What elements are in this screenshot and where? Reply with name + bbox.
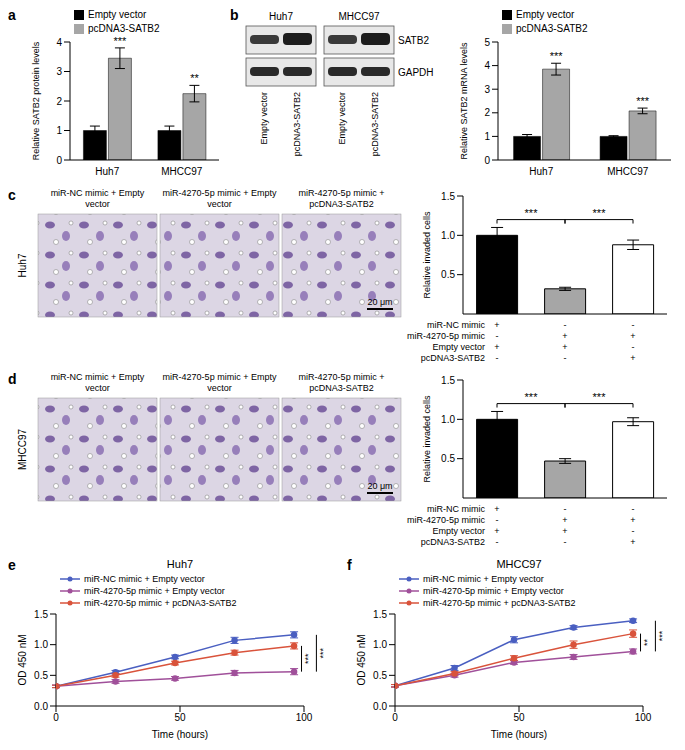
- svg-text:***: ***: [303, 653, 313, 664]
- svg-text:Huh7: Huh7: [95, 166, 119, 177]
- svg-text:***: ***: [113, 35, 127, 47]
- html-text:miR-4270-5p mimic + pcDNA3-SAT: miR-4270-5p mimic + pcDNA3-SATB2: [298, 188, 385, 209]
- svg-text:Time (hours): Time (hours): [152, 729, 208, 740]
- html-text:Empty vector: Empty vector: [516, 9, 575, 20]
- svg-text:0: 0: [56, 155, 62, 166]
- svg-text:**: **: [642, 639, 652, 647]
- svg-text:OD 450 nM: OD 450 nM: [17, 634, 28, 685]
- svg-text:1.5: 1.5: [441, 375, 455, 386]
- svg-text:***: ***: [525, 207, 539, 219]
- svg-text:2: 2: [56, 96, 62, 107]
- svg-text:1: 1: [56, 125, 62, 136]
- html-text:miR-4270-5p mimic: miR-4270-5p mimic: [407, 515, 485, 525]
- html-text:pcDNA3-SATB2: pcDNA3-SATB2: [420, 353, 485, 363]
- html-text:miR-4270-5p mimic + Empty vect: miR-4270-5p mimic + Empty vector: [423, 586, 564, 596]
- svg-text:pcDNA3-SATB2: pcDNA3-SATB2: [292, 92, 302, 156]
- svg-text:1.5: 1.5: [34, 609, 48, 620]
- svg-text:***: ***: [657, 630, 667, 641]
- svg-text:***: ***: [593, 207, 607, 219]
- svg-text:OD 450 nM: OD 450 nM: [356, 634, 367, 685]
- html-text:miR-NC mimic: miR-NC mimic: [427, 320, 485, 330]
- svg-text:4: 4: [484, 60, 490, 71]
- svg-text:0: 0: [484, 155, 490, 166]
- svg-text:Empty vector: Empty vector: [337, 92, 347, 145]
- svg-text:0.5: 0.5: [34, 670, 48, 681]
- html-text:a: a: [8, 7, 16, 23]
- html-text:miR-NC mimic + Empty vector: miR-NC mimic + Empty vector: [50, 188, 145, 209]
- svg-text:***: ***: [593, 391, 607, 403]
- html-text:miR-4270-5p mimic + Empty vect: miR-4270-5p mimic + Empty vector: [84, 586, 225, 596]
- svg-text:0.0: 0.0: [373, 701, 387, 712]
- svg-text:0.5: 0.5: [441, 269, 455, 280]
- svg-text:3: 3: [56, 66, 62, 77]
- svg-text:***: ***: [636, 95, 650, 107]
- svg-text:1.0: 1.0: [34, 639, 48, 650]
- html-text:pcDNA3-SATB2: pcDNA3-SATB2: [516, 23, 588, 34]
- html-text:e: e: [8, 557, 16, 573]
- svg-text:50: 50: [174, 712, 186, 723]
- svg-text:**: **: [190, 72, 199, 84]
- html-text:miR-4270-5p mimic: miR-4270-5p mimic: [407, 331, 485, 341]
- html-text:miR-4270-5p mimic + Empty vect: miR-4270-5p mimic + Empty vector: [162, 188, 277, 209]
- svg-text:2: 2: [484, 107, 490, 118]
- svg-text:1.5: 1.5: [441, 191, 455, 202]
- svg-text:***: ***: [550, 50, 564, 62]
- svg-text:1.0: 1.0: [373, 639, 387, 650]
- html-text:miR-4270-5p mimic + pcDNA3-SAT: miR-4270-5p mimic + pcDNA3-SATB2: [298, 372, 385, 393]
- svg-text:Relative invaded cells: Relative invaded cells: [422, 211, 432, 299]
- svg-text:5: 5: [484, 37, 490, 48]
- html-text:miR-NC mimic + Empty vector: miR-NC mimic + Empty vector: [50, 372, 145, 393]
- svg-text:50: 50: [513, 712, 525, 723]
- html-text:miR-4270-5p mimic + pcDNA3-SAT: miR-4270-5p mimic + pcDNA3-SATB2: [423, 598, 576, 608]
- svg-text:MHCC97: MHCC97: [17, 429, 28, 471]
- html-text:Empty vector: Empty vector: [88, 9, 147, 20]
- svg-text:Huh7: Huh7: [17, 253, 28, 277]
- svg-text:Huh7: Huh7: [269, 11, 293, 22]
- svg-text:0.5: 0.5: [373, 670, 387, 681]
- svg-text:Empty vector: Empty vector: [259, 92, 269, 145]
- html-text:pcDNA3-SATB2: pcDNA3-SATB2: [420, 537, 485, 547]
- svg-text:MHCC97: MHCC97: [607, 166, 649, 177]
- svg-text:1.0: 1.0: [441, 230, 455, 241]
- svg-text:0: 0: [53, 712, 59, 723]
- html-text:MHCC97: MHCC97: [496, 558, 542, 570]
- svg-text:4: 4: [56, 37, 62, 48]
- html-text:miR-NC mimic + Empty vector: miR-NC mimic + Empty vector: [84, 574, 205, 584]
- html-text:miR-4270-5p mimic + Empty vect: miR-4270-5p mimic + Empty vector: [162, 372, 277, 393]
- svg-text:***: ***: [525, 391, 539, 403]
- svg-text:0.5: 0.5: [441, 453, 455, 464]
- html-text:Huh7: Huh7: [166, 558, 194, 570]
- html-text:Empty vector: Empty vector: [432, 342, 485, 352]
- html-text:d: d: [8, 371, 17, 387]
- svg-text:0: 0: [392, 712, 398, 723]
- svg-text:100: 100: [296, 712, 313, 723]
- html-text:pcDNA3-SATB2: pcDNA3-SATB2: [88, 23, 160, 34]
- svg-text:Huh7: Huh7: [529, 166, 553, 177]
- html-text:miR-NC mimic + Empty vector: miR-NC mimic + Empty vector: [423, 574, 544, 584]
- html-text:miR-NC mimic: miR-NC mimic: [427, 504, 485, 514]
- svg-text:1: 1: [484, 131, 490, 142]
- svg-text:***: ***: [318, 648, 328, 659]
- html-text:b: b: [230, 7, 239, 23]
- html-text:miR-4270-5p mimic + pcDNA3-SAT: miR-4270-5p mimic + pcDNA3-SATB2: [84, 598, 237, 608]
- svg-text:20 μm: 20 μm: [367, 297, 392, 307]
- svg-text:Relative SATB2 mRNA levels: Relative SATB2 mRNA levels: [459, 42, 469, 159]
- svg-text:0.0: 0.0: [34, 701, 48, 712]
- html-text:Empty vector: Empty vector: [432, 526, 485, 536]
- svg-text:20 μm: 20 μm: [367, 481, 392, 491]
- svg-text:Relative invaded cells: Relative invaded cells: [422, 395, 432, 483]
- svg-text:100: 100: [635, 712, 652, 723]
- svg-text:Relative SATB2 protein levels: Relative SATB2 protein levels: [31, 41, 41, 160]
- svg-text:pcDNA3-SATB2: pcDNA3-SATB2: [370, 92, 380, 156]
- svg-text:MHCC97: MHCC97: [161, 166, 203, 177]
- svg-text:MHCC97: MHCC97: [338, 11, 380, 22]
- svg-text:Time (hours): Time (hours): [491, 729, 547, 740]
- svg-text:3: 3: [484, 84, 490, 95]
- svg-text:1.5: 1.5: [373, 609, 387, 620]
- html-text:c: c: [8, 187, 16, 203]
- svg-text:SATB2: SATB2: [398, 35, 429, 46]
- svg-text:1.0: 1.0: [441, 414, 455, 425]
- svg-text:GAPDH: GAPDH: [398, 67, 434, 78]
- html-text:f: f: [347, 557, 352, 573]
